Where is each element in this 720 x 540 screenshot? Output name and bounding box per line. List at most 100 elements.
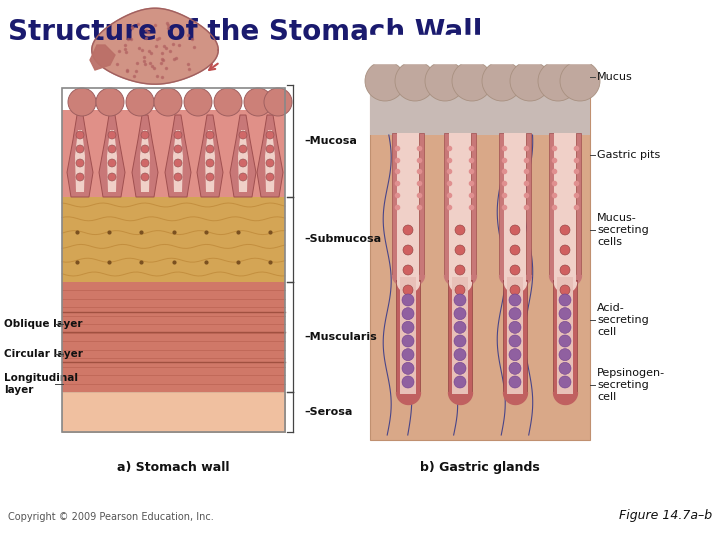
Text: Gastric pits: Gastric pits xyxy=(597,150,660,160)
Text: Figure 14.7a–b: Figure 14.7a–b xyxy=(619,509,712,522)
Circle shape xyxy=(509,335,521,347)
Circle shape xyxy=(395,61,435,101)
Circle shape xyxy=(184,88,212,116)
Circle shape xyxy=(239,131,247,139)
Circle shape xyxy=(403,225,413,235)
Circle shape xyxy=(509,308,521,320)
Bar xyxy=(62,197,285,282)
Circle shape xyxy=(239,145,247,153)
Bar xyxy=(62,110,285,197)
Circle shape xyxy=(239,159,247,167)
Circle shape xyxy=(266,145,274,153)
Circle shape xyxy=(559,335,571,347)
Circle shape xyxy=(402,308,414,320)
Circle shape xyxy=(454,308,466,320)
Circle shape xyxy=(174,131,182,139)
Bar xyxy=(62,88,285,432)
Text: Copyright © 2009 Pearson Education, Inc.: Copyright © 2009 Pearson Education, Inc. xyxy=(8,512,214,522)
Circle shape xyxy=(509,294,521,306)
Bar xyxy=(557,277,573,394)
Circle shape xyxy=(455,265,465,275)
Circle shape xyxy=(403,265,413,275)
Circle shape xyxy=(559,362,571,374)
Circle shape xyxy=(454,294,466,306)
Polygon shape xyxy=(91,8,218,84)
Circle shape xyxy=(206,173,214,181)
Polygon shape xyxy=(165,115,191,197)
Circle shape xyxy=(510,225,520,235)
Circle shape xyxy=(76,145,84,153)
Circle shape xyxy=(509,362,521,374)
Circle shape xyxy=(174,173,182,181)
Circle shape xyxy=(76,131,84,139)
Circle shape xyxy=(559,349,571,361)
Circle shape xyxy=(108,173,116,181)
Circle shape xyxy=(510,285,520,295)
Text: Pepsinogen-
secreting
cell: Pepsinogen- secreting cell xyxy=(597,368,665,402)
Bar xyxy=(370,85,590,135)
Circle shape xyxy=(402,294,414,306)
Circle shape xyxy=(402,321,414,333)
Circle shape xyxy=(402,376,414,388)
Circle shape xyxy=(454,376,466,388)
Text: Circular layer: Circular layer xyxy=(4,349,83,359)
Polygon shape xyxy=(499,133,531,282)
Circle shape xyxy=(402,349,414,361)
Circle shape xyxy=(454,349,466,361)
Polygon shape xyxy=(173,130,183,192)
Circle shape xyxy=(244,88,272,116)
Bar xyxy=(448,280,472,392)
Circle shape xyxy=(174,159,182,167)
Circle shape xyxy=(108,159,116,167)
Circle shape xyxy=(239,173,247,181)
Circle shape xyxy=(403,285,413,295)
Circle shape xyxy=(403,245,413,255)
Text: –Mucosa: –Mucosa xyxy=(304,136,357,146)
Polygon shape xyxy=(90,45,115,70)
Circle shape xyxy=(560,225,570,235)
Circle shape xyxy=(560,285,570,295)
Circle shape xyxy=(264,88,292,116)
Bar xyxy=(62,392,285,432)
Circle shape xyxy=(126,88,154,116)
Circle shape xyxy=(76,159,84,167)
Circle shape xyxy=(559,376,571,388)
Circle shape xyxy=(452,61,492,101)
Polygon shape xyxy=(107,130,117,192)
Circle shape xyxy=(214,88,242,116)
Circle shape xyxy=(510,265,520,275)
Text: Structure of the Stomach Wall: Structure of the Stomach Wall xyxy=(8,18,482,46)
Circle shape xyxy=(141,173,149,181)
Circle shape xyxy=(560,245,570,255)
Bar xyxy=(370,85,590,440)
Circle shape xyxy=(425,61,465,101)
Bar xyxy=(554,133,576,282)
Polygon shape xyxy=(67,115,93,197)
Text: Oblique layer: Oblique layer xyxy=(4,319,83,329)
Circle shape xyxy=(455,245,465,255)
Polygon shape xyxy=(205,130,215,192)
Circle shape xyxy=(266,173,274,181)
Polygon shape xyxy=(265,130,275,192)
Bar xyxy=(396,280,420,392)
Circle shape xyxy=(141,145,149,153)
Text: a) Stomach wall: a) Stomach wall xyxy=(117,462,230,475)
Text: Acid-
secreting
cell: Acid- secreting cell xyxy=(597,303,649,336)
Circle shape xyxy=(365,61,405,101)
Circle shape xyxy=(154,88,182,116)
Bar xyxy=(503,280,527,392)
Circle shape xyxy=(560,265,570,275)
Text: –Submucosa: –Submucosa xyxy=(304,234,381,245)
Polygon shape xyxy=(75,130,85,192)
Circle shape xyxy=(509,376,521,388)
Bar xyxy=(507,277,523,394)
Text: Mucus-
secreting
cells: Mucus- secreting cells xyxy=(597,213,649,247)
Circle shape xyxy=(266,159,274,167)
Polygon shape xyxy=(132,115,158,197)
Text: –Muscularis: –Muscularis xyxy=(304,332,377,342)
Text: –Serosa: –Serosa xyxy=(304,407,352,417)
Circle shape xyxy=(454,335,466,347)
Bar xyxy=(553,280,577,392)
Circle shape xyxy=(510,245,520,255)
Circle shape xyxy=(266,131,274,139)
